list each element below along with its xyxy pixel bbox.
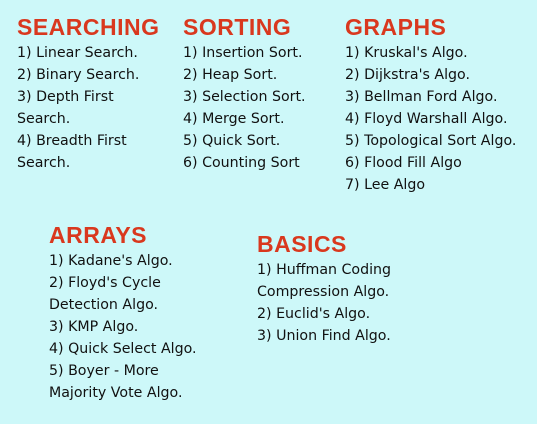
list-item: 2) Floyd's Cycle [49, 275, 161, 291]
list-item: 1) Linear Search. [17, 45, 138, 61]
section-title: GRAPHS [345, 14, 447, 40]
section-title: SORTING [183, 14, 292, 40]
list-item: 3) Union Find Algo. [257, 328, 391, 344]
list-item: 4) Floyd Warshall Algo. [345, 111, 508, 127]
list-item: 4) Breadth First [17, 133, 127, 149]
list-item: 7) Lee Algo [345, 177, 426, 193]
list-item: 4) Merge Sort. [183, 111, 285, 127]
list-item: 2) Binary Search. [17, 67, 140, 83]
section-title: BASICS [257, 231, 347, 257]
list-item: 2) Dijkstra's Algo. [345, 67, 470, 83]
list-item: 3) Bellman Ford Algo. [345, 89, 498, 105]
list-item: 6) Flood Fill Algo [345, 155, 462, 171]
list-item: 3) Depth First [17, 89, 114, 105]
list-item: 1) Insertion Sort. [183, 45, 303, 61]
section-title: ARRAYS [49, 222, 148, 248]
list-item: Majority Vote Algo. [49, 385, 183, 401]
list-item: 6) Counting Sort [183, 155, 300, 171]
list-item: Detection Algo. [49, 297, 159, 313]
list-item: 3) KMP Algo. [49, 319, 139, 335]
section-searching: SEARCHING 1) Linear Search. 2) Binary Se… [17, 14, 160, 174]
list-item: 4) Quick Select Algo. [49, 341, 197, 357]
list-item: Compression Algo. [257, 284, 390, 300]
list-item: Search. [17, 155, 71, 171]
section-arrays: ARRAYS 1) Kadane's Algo. 2) Floyd's Cycl… [49, 222, 197, 404]
list-item: 5) Topological Sort Algo. [345, 133, 517, 149]
section-sorting: SORTING 1) Insertion Sort. 2) Heap Sort.… [183, 14, 306, 174]
section-title: SEARCHING [17, 14, 160, 40]
list-item: 1) Kruskal's Algo. [345, 45, 468, 61]
list-item: 1) Kadane's Algo. [49, 253, 173, 269]
list-item: 5) Quick Sort. [183, 133, 281, 149]
list-item: 5) Boyer - More [49, 363, 159, 379]
section-graphs: GRAPHS 1) Kruskal's Algo. 2) Dijkstra's … [345, 14, 516, 196]
list-item: Search. [17, 111, 71, 127]
list-item: 1) Huffman Coding [257, 262, 392, 278]
section-basics: BASICS 1) Huffman Coding Compression Alg… [257, 231, 391, 347]
list-item: 2) Heap Sort. [183, 67, 278, 83]
list-item: 3) Selection Sort. [183, 89, 306, 105]
list-item: 2) Euclid's Algo. [257, 306, 371, 322]
